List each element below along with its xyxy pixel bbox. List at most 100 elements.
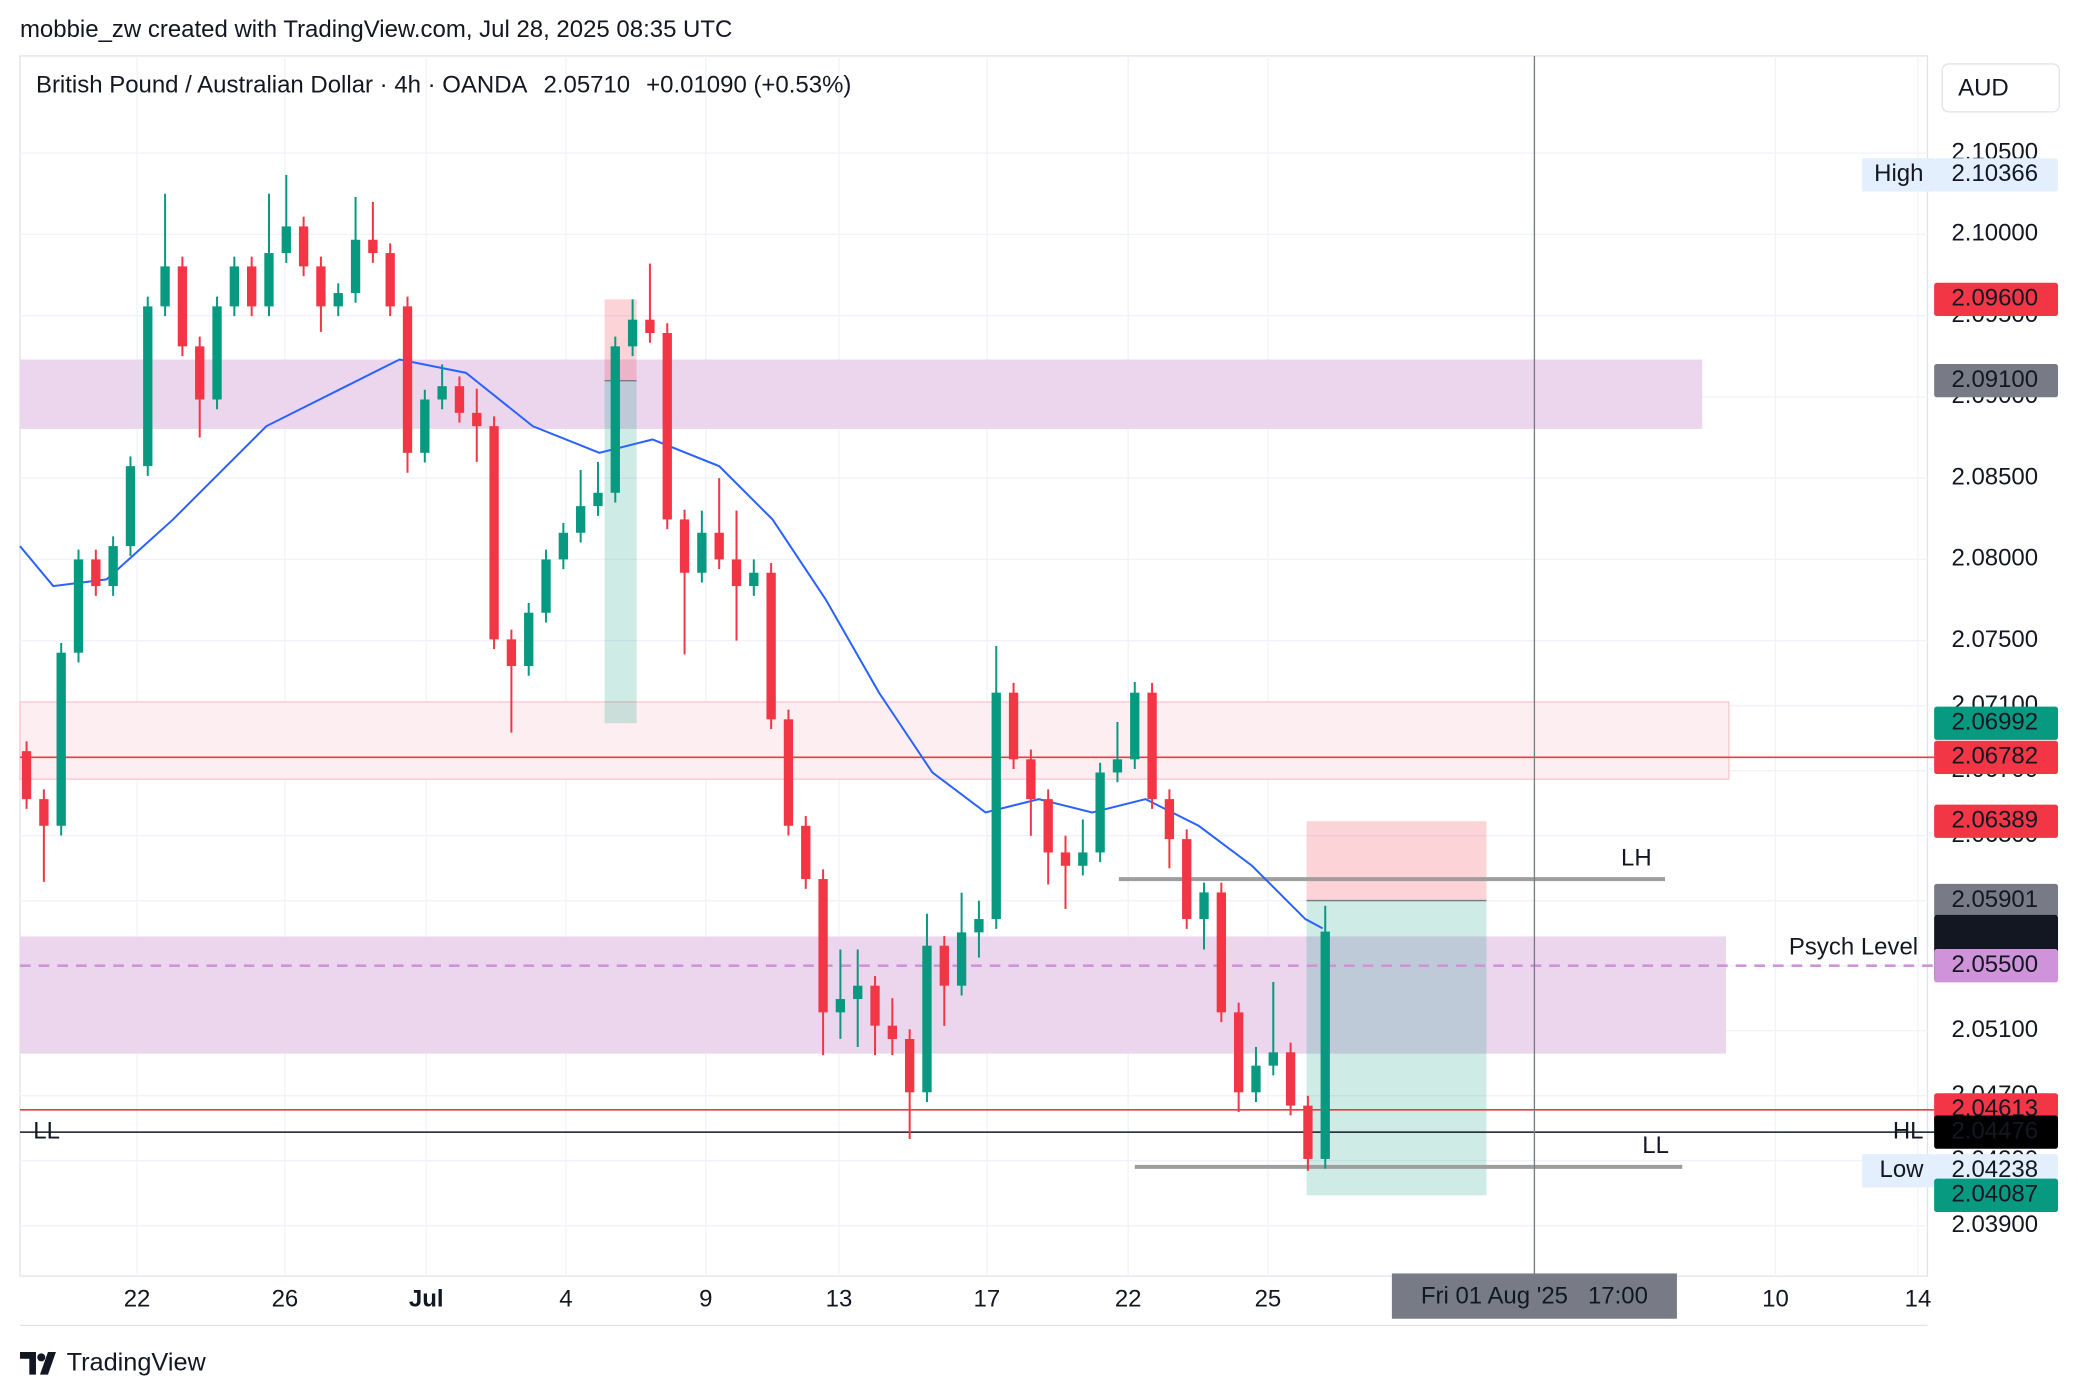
y-tick-label: 2.05100 — [1951, 1016, 2038, 1043]
candle-body — [472, 412, 482, 427]
x-tick-label: 14 — [1905, 1285, 1932, 1312]
price-tag-label: 2.09100 — [1951, 366, 2038, 393]
candle-body — [1320, 931, 1330, 1159]
swing-label: LH — [1621, 844, 1652, 871]
candle-body — [1285, 1052, 1296, 1106]
candle-body — [645, 319, 655, 334]
chart-title: British Pound / Australian Dollar · 4h ·… — [36, 72, 851, 99]
x-tick-label: 22 — [1115, 1285, 1142, 1312]
candle-body — [1060, 852, 1071, 866]
candle-body — [714, 532, 724, 560]
candle-body — [437, 386, 447, 400]
candle-body — [385, 253, 395, 307]
y-tick-label: 2.08000 — [1951, 545, 2038, 572]
price-tag — [1934, 1115, 2059, 1149]
candle-body — [1078, 852, 1088, 866]
y-tick-label: 2.03900 — [1951, 1211, 2038, 1238]
candle-body — [229, 266, 240, 307]
candle-body — [1112, 759, 1123, 773]
candle-body — [281, 226, 291, 254]
x-tick-label: 13 — [826, 1285, 853, 1312]
candle-body — [316, 266, 326, 307]
brand-logo — [19, 1352, 56, 1375]
y-tick-label: 2.07500 — [1951, 626, 2038, 653]
price-tag-label: 2.04087 — [1951, 1181, 2038, 1208]
candle-body — [402, 306, 413, 453]
price-tag — [1934, 282, 2059, 317]
price-tag-label: 2.05901 — [1951, 886, 2038, 913]
candle-body — [1303, 1105, 1313, 1159]
candle-body — [454, 386, 465, 413]
x-tick-label: 25 — [1255, 1285, 1282, 1312]
price-tag-label: 2.06782 — [1951, 743, 2038, 770]
candle-body — [125, 466, 136, 547]
x-tick-label: Jul — [409, 1285, 444, 1312]
price-tag-label: 2.10366 — [1951, 160, 2038, 187]
crosshair-box — [1391, 1273, 1677, 1319]
candle-body — [766, 572, 776, 720]
candle-body — [56, 652, 66, 826]
price-tag-caption: HL — [1893, 1117, 1924, 1144]
price-tag-caption: High — [1874, 160, 1923, 187]
candle-body — [177, 266, 188, 347]
candle-body — [1095, 772, 1105, 853]
candle-body — [21, 751, 32, 800]
zone — [19, 701, 1730, 780]
price-tag-caption: Low — [1879, 1156, 1924, 1183]
plot-frame — [19, 55, 1929, 1277]
candle-body — [870, 985, 880, 1026]
x-tick-label: 22 — [124, 1285, 151, 1312]
candle-body — [1043, 799, 1053, 853]
price-tag-label: 2.04476 — [1951, 1117, 2038, 1144]
candle-body — [298, 226, 309, 267]
currency[interactable]: AUD — [1958, 75, 2009, 102]
y-tick-label: 2.08500 — [1951, 463, 2038, 490]
swing-label: LL — [1642, 1132, 1669, 1159]
plot: 2.105002.100002.095002.090002.085002.080… — [19, 55, 2059, 1319]
candle-body — [731, 559, 742, 587]
candle-body — [853, 985, 863, 1000]
candle-body — [593, 492, 603, 507]
x-tick-label: 10 — [1762, 1285, 1789, 1312]
target-area — [1306, 900, 1487, 1196]
candle-body — [264, 253, 274, 307]
symbol: British Pound / Australian Dollar · 4h ·… — [36, 72, 528, 99]
credit: mobbie_zw created with TradingView.com, … — [20, 16, 732, 43]
candle-body — [887, 1025, 898, 1039]
candle-body — [108, 546, 118, 587]
price-tag — [1934, 949, 2059, 983]
candle-body — [939, 945, 949, 986]
candle-body — [143, 306, 153, 467]
candle-body — [506, 639, 517, 667]
candle-body — [1216, 892, 1227, 1013]
candle-body — [1182, 839, 1192, 920]
candle-body — [904, 1038, 915, 1093]
y-tick-label: 2.10000 — [1951, 220, 2038, 247]
candle-body — [160, 266, 170, 307]
candle-body — [541, 559, 551, 613]
candle-body — [524, 612, 534, 667]
candle-body — [333, 293, 343, 307]
x-tick-label: 26 — [272, 1285, 299, 1312]
price-tag-label: 2.04238 — [1951, 1156, 2038, 1183]
candle-body — [679, 519, 690, 573]
candle-body — [73, 559, 84, 653]
stop-area — [1306, 821, 1487, 901]
price-tag — [1934, 706, 2059, 740]
candle-body — [1268, 1052, 1278, 1066]
candle-body — [1130, 692, 1140, 760]
candle-body — [212, 306, 222, 400]
crosshair-label: Fri 01 Aug '25 17:00 — [1421, 1283, 1648, 1310]
price-tag-label: 2.05710 — [1951, 917, 2038, 944]
price-tag — [1934, 1178, 2059, 1212]
brand: TradingView — [67, 1349, 207, 1377]
candle-body — [576, 506, 586, 533]
level-label: LL — [33, 1117, 60, 1144]
currency-box[interactable] — [1941, 63, 2061, 113]
price-tag-label: 2.06389 — [1951, 807, 2038, 834]
zone — [19, 359, 1703, 429]
candle-body — [350, 239, 361, 294]
candle-body — [956, 932, 967, 986]
candle-body — [697, 532, 707, 573]
